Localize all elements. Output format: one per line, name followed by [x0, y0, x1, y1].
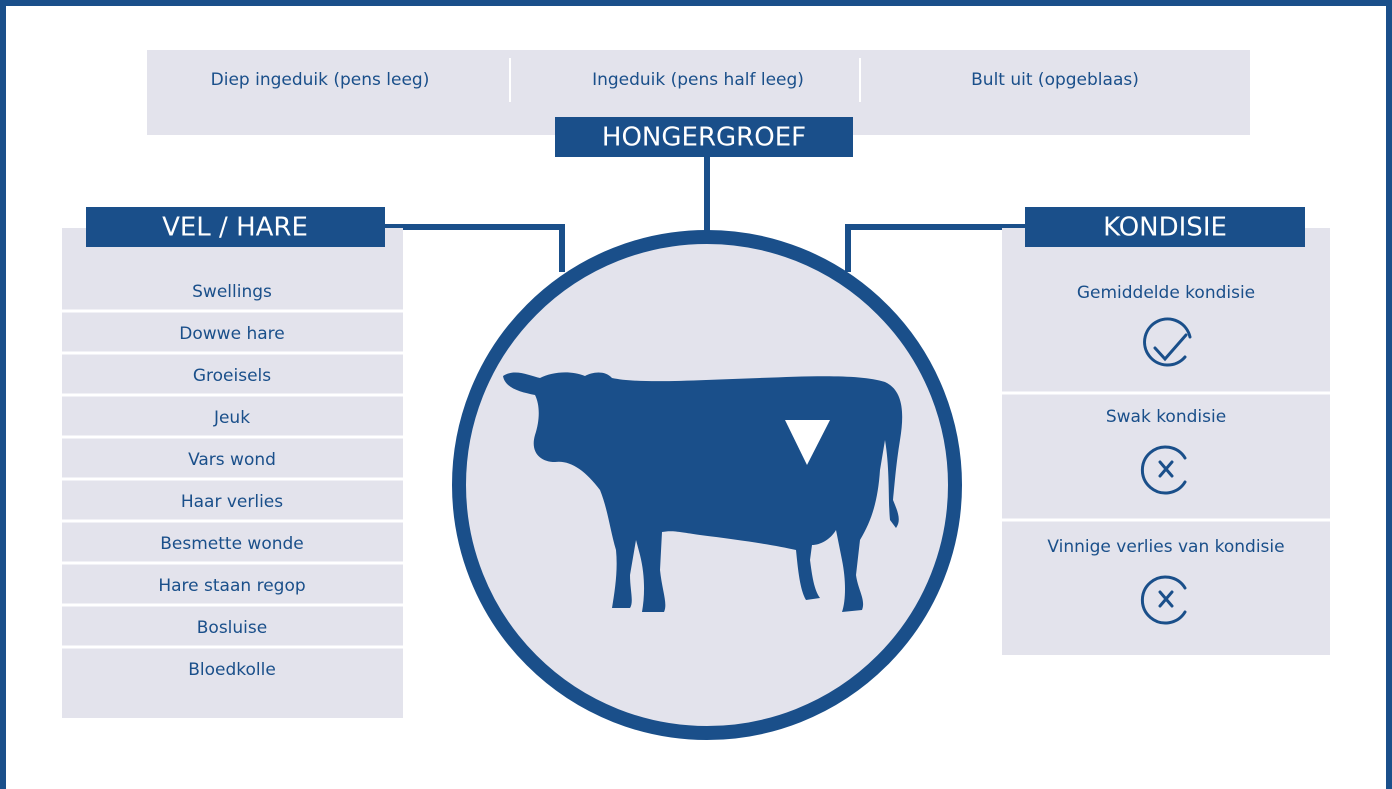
vel-hare-item: Haar verlies	[181, 492, 283, 512]
vel-hare-item: Hare staan regop	[158, 576, 305, 596]
hongergroef-item: Bult uit (opgeblaas)	[971, 70, 1139, 90]
hongergroef-item: Diep ingeduik (pens leeg)	[211, 70, 430, 90]
vel-hare-item: Bosluise	[197, 618, 267, 638]
hongergroef-title: HONGERGROEF	[602, 123, 806, 153]
vel-hare-item: Swellings	[192, 282, 272, 302]
kondisie-item: Vinnige verlies van kondisie	[1047, 537, 1284, 557]
kondisie-item: Gemiddelde kondisie	[1077, 283, 1255, 303]
page: HONGERGROEF VEL / HARE KONDISIE Diep ing…	[0, 0, 1392, 789]
vel-hare-item: Jeuk	[213, 408, 250, 428]
hongergroef-item: Ingeduik (pens half leeg)	[592, 70, 804, 90]
vel-hare-title: VEL / HARE	[162, 213, 308, 243]
vel-hare-item: Groeisels	[193, 366, 271, 386]
vel-hare-item: Besmette wonde	[160, 534, 304, 554]
kondisie-item: Swak kondisie	[1106, 407, 1226, 427]
vel-hare-item: Dowwe hare	[179, 324, 284, 344]
kondisie-title: KONDISIE	[1103, 213, 1227, 243]
vel-hare-item: Vars wond	[188, 450, 276, 470]
vel-hare-item: Bloedkolle	[188, 660, 276, 680]
